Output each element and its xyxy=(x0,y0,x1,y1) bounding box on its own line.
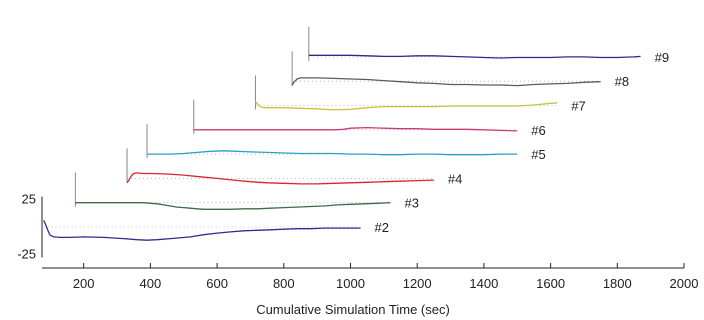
y-scale-label-top: 25 xyxy=(22,192,36,207)
series-6: #6 xyxy=(193,99,546,138)
x-tick-label: 1200 xyxy=(403,276,432,291)
series-8: #8 xyxy=(291,51,629,89)
series-line xyxy=(126,172,434,185)
series-label: #2 xyxy=(374,220,388,235)
series-4: #4 xyxy=(126,148,462,186)
x-tick-label: 600 xyxy=(206,276,228,291)
x-tick-label: 400 xyxy=(140,276,162,291)
series-line xyxy=(308,54,641,59)
series-label: #7 xyxy=(571,99,585,114)
series-label: #4 xyxy=(448,171,462,186)
series-line xyxy=(291,77,601,87)
series-line xyxy=(75,202,391,210)
series-9: #9 xyxy=(308,26,669,65)
series-layer: #2 #3 #4 #5 #6 #7 #8 #9 xyxy=(43,26,669,241)
series-5: #5 xyxy=(146,124,546,162)
series-3: #3 xyxy=(74,172,419,211)
x-tick-label: 1600 xyxy=(536,276,565,291)
x-axis: 200 400 600 800 1000 1200 1400 1600 1800 2000 xyxy=(42,263,698,291)
y-scale-label-bottom: -25 xyxy=(17,247,36,262)
series-line xyxy=(43,220,361,241)
x-tick-label: 1800 xyxy=(603,276,632,291)
series-label: #8 xyxy=(615,74,629,89)
series-line xyxy=(254,100,558,111)
series-label: #9 xyxy=(655,50,669,65)
x-tick-label: 800 xyxy=(273,276,295,291)
series-label: #5 xyxy=(531,147,545,162)
x-tick-label: 1000 xyxy=(336,276,365,291)
series-label: #6 xyxy=(531,123,545,138)
series-2: #2 xyxy=(43,220,389,241)
series-label: #3 xyxy=(405,196,419,211)
x-tick-label: 1400 xyxy=(469,276,498,291)
x-tick-label: 2000 xyxy=(670,276,699,291)
x-axis-label: Cumulative Simulation Time (sec) xyxy=(256,302,450,317)
series-line xyxy=(193,126,518,132)
series-line xyxy=(147,150,518,156)
y-scale-indicator: 25 -25 xyxy=(17,192,43,262)
x-tick-label: 200 xyxy=(73,276,95,291)
series-7: #7 xyxy=(254,75,586,114)
